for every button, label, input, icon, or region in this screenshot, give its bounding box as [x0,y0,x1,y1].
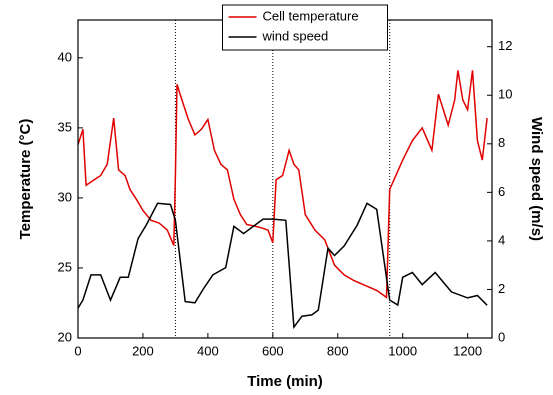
y2-tick-label: 10 [498,87,512,102]
y-tick-label: 25 [58,259,72,274]
y2-axis-label: Wind speed (m/s) [528,117,545,241]
y2-tick-label: 6 [498,184,505,199]
y-tick-label: 35 [58,119,72,134]
x-tick-label: 200 [132,343,154,358]
x-tick-label: 600 [262,343,284,358]
legend-box [222,4,388,51]
y-tick-label: 40 [58,49,72,64]
y2-tick-label: 0 [498,329,505,344]
legend-label: wind speed [262,28,329,43]
y2-tick-label: 2 [498,281,505,296]
x-tick-label: 400 [197,343,219,358]
y-tick-label: 30 [58,189,72,204]
plot-frame [77,19,493,339]
x-tick-label: 800 [327,343,349,358]
x-tick-label: 1200 [453,343,482,358]
x-tick-label: 1000 [388,343,417,358]
x-tick-label: 0 [74,343,81,358]
line-series [77,202,488,330]
y-tick-label: 20 [58,329,72,344]
line-series [77,70,488,299]
y2-tick-label: 8 [498,135,505,150]
legend-label: Cell temperature [263,8,359,23]
x-axis-label: Time (min) [247,373,323,390]
y2-tick-label: 12 [498,38,512,53]
y2-tick-label: 4 [498,232,505,247]
y-axis-label: Temperature (°C) [17,119,34,240]
